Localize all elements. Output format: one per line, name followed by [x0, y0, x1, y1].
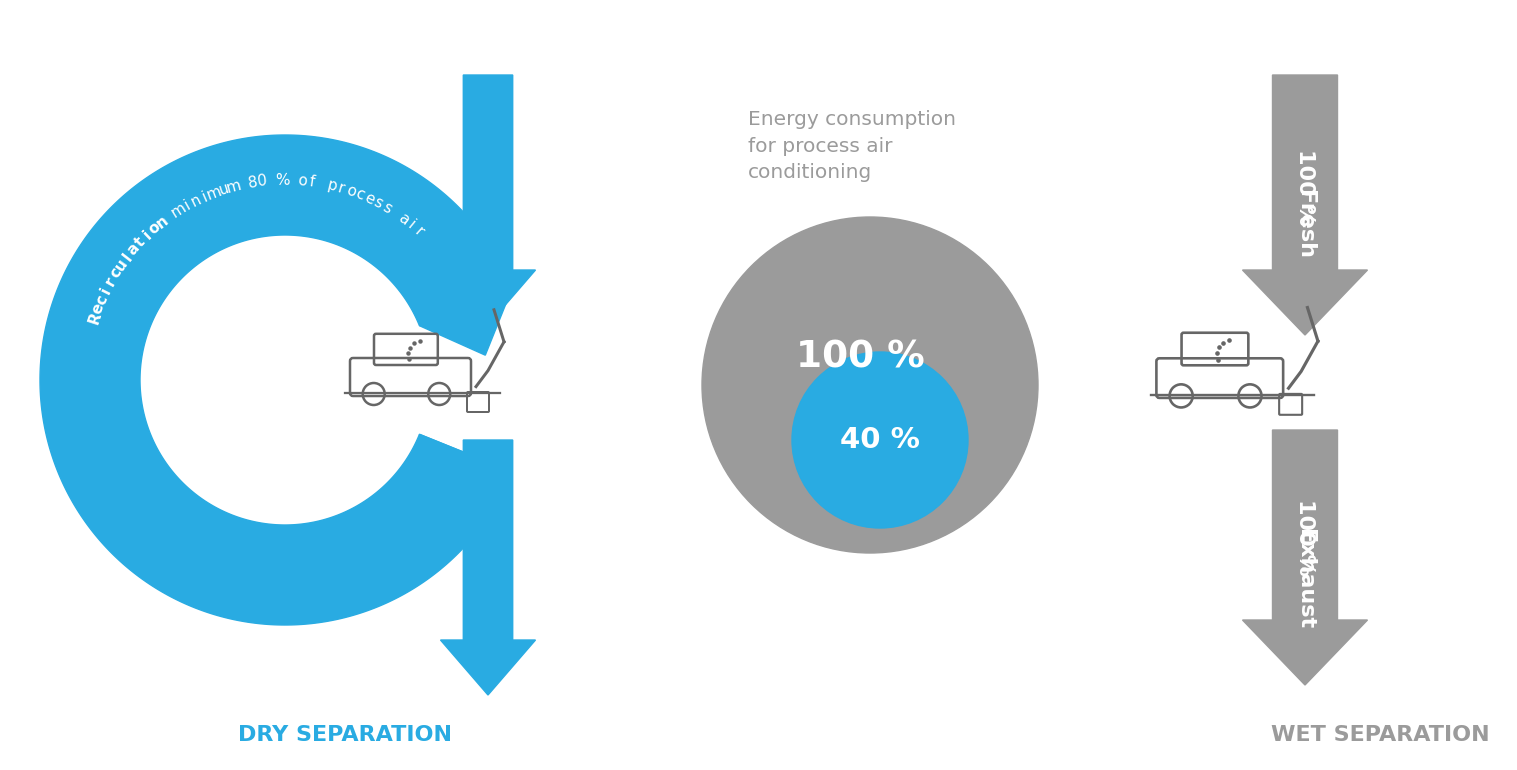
Circle shape	[792, 352, 968, 528]
Text: m: m	[225, 178, 243, 196]
Text: l: l	[120, 250, 135, 263]
Text: a: a	[396, 210, 411, 228]
Text: n: n	[153, 213, 171, 231]
Text: r: r	[411, 223, 426, 239]
Text: r: r	[102, 275, 120, 289]
Text: e: e	[361, 189, 376, 207]
Text: 8: 8	[247, 175, 258, 191]
Text: i: i	[99, 285, 114, 296]
Text: 20 %: 20 %	[478, 521, 498, 578]
Text: m: m	[205, 183, 225, 203]
Text: t: t	[132, 234, 149, 249]
Text: 100 %: 100 %	[1296, 499, 1315, 576]
Text: i: i	[405, 218, 417, 232]
Text: i: i	[140, 228, 155, 242]
Text: n: n	[188, 192, 203, 209]
Text: Fresh: Fresh	[478, 186, 498, 250]
Text: s: s	[372, 195, 385, 212]
Text: DRY SEPARATION: DRY SEPARATION	[238, 725, 452, 745]
Text: e: e	[90, 301, 108, 316]
Text: u: u	[217, 181, 231, 198]
Text: m: m	[168, 200, 190, 221]
Text: u: u	[112, 256, 130, 274]
Polygon shape	[419, 434, 513, 501]
Polygon shape	[440, 75, 536, 325]
Text: s: s	[379, 199, 394, 216]
Text: 0: 0	[256, 173, 269, 189]
Text: 100 %: 100 %	[795, 339, 924, 375]
Text: 20 %: 20 %	[478, 156, 498, 213]
Text: Exhaust: Exhaust	[478, 538, 498, 632]
Text: Energy consumption
for process air
conditioning: Energy consumption for process air condi…	[748, 110, 956, 182]
Text: i: i	[200, 189, 209, 204]
Text: p: p	[325, 177, 338, 194]
Polygon shape	[1242, 430, 1367, 685]
Text: o: o	[297, 173, 308, 189]
Text: WET SEPARATION: WET SEPARATION	[1271, 725, 1490, 745]
Polygon shape	[440, 440, 536, 695]
Text: c: c	[108, 266, 124, 281]
Text: %: %	[275, 172, 290, 188]
Circle shape	[702, 217, 1038, 553]
Text: i: i	[182, 198, 193, 213]
Text: o: o	[146, 219, 164, 237]
Text: r: r	[337, 180, 346, 196]
Text: c: c	[93, 293, 111, 306]
Text: 100 %: 100 %	[1296, 149, 1315, 226]
Text: Fresh: Fresh	[1296, 190, 1315, 259]
Polygon shape	[39, 135, 513, 625]
Text: o: o	[344, 182, 358, 199]
Polygon shape	[419, 288, 513, 355]
Text: c: c	[353, 186, 367, 203]
Text: a: a	[124, 240, 143, 258]
Text: f: f	[308, 174, 316, 189]
Text: 40 %: 40 %	[840, 426, 919, 454]
Text: R: R	[86, 310, 103, 326]
Polygon shape	[1242, 75, 1367, 335]
Text: Exhaust: Exhaust	[1296, 530, 1315, 630]
